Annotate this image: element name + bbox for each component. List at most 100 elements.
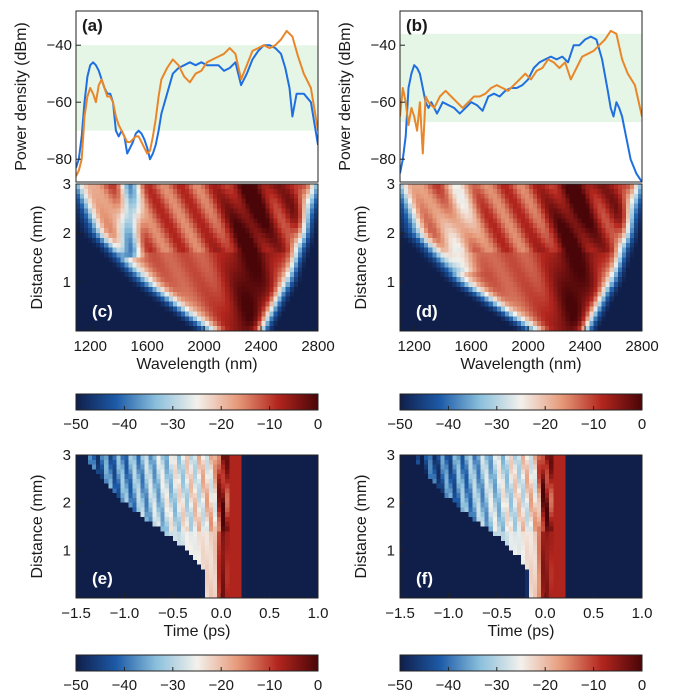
heatmap-cell	[233, 262, 238, 268]
heatmap-cell	[164, 507, 170, 513]
heatmap-cell	[585, 262, 591, 268]
heatmap-cell	[468, 301, 474, 308]
heatmap-cell	[281, 483, 287, 489]
heatmap-cell	[112, 188, 117, 195]
heatmap-cell	[229, 198, 234, 205]
heatmap-cell	[448, 311, 454, 317]
heatmap-cell	[504, 301, 510, 308]
heatmap-cell	[313, 502, 319, 509]
heatmap-cell	[265, 545, 271, 551]
heatmap-cell	[76, 262, 81, 268]
heatmap-cell	[108, 321, 113, 327]
heatmap-cell	[108, 213, 113, 219]
heatmap-cell	[305, 545, 311, 551]
heatmap-cell	[104, 474, 109, 480]
heatmap-cell	[273, 257, 279, 263]
heatmap-cell	[168, 474, 174, 480]
heatmap-cell	[100, 488, 105, 494]
heatmap-cell	[217, 188, 222, 195]
heatmap-cell	[293, 301, 299, 308]
heatmap-cell	[297, 247, 303, 254]
heatmap-cell	[285, 203, 291, 210]
heatmap-cell	[476, 326, 482, 332]
heatmap-cell	[500, 311, 506, 317]
heatmap-cell	[428, 184, 433, 190]
heatmap-cell	[209, 507, 214, 513]
heatmap-cell	[112, 311, 117, 317]
heatmap-cell	[132, 555, 138, 561]
heatmap-cell	[184, 247, 190, 254]
heatmap-cell	[589, 277, 595, 283]
heatmap-cell	[476, 188, 482, 195]
heatmap-cell	[76, 483, 81, 489]
heatmap-cell	[209, 296, 214, 303]
heatmap-cell	[492, 326, 498, 332]
heatmap-cell	[625, 277, 631, 283]
heatmap-cell	[205, 286, 210, 293]
heatmap-cell	[597, 188, 603, 195]
heatmap-cell	[108, 550, 113, 556]
heatmap-cell	[404, 252, 409, 259]
heatmap-cell	[261, 184, 267, 190]
heatmap-cell	[412, 223, 417, 229]
heatmap-cell	[257, 455, 263, 461]
heatmap-cell	[261, 512, 267, 518]
heatmap-cell	[285, 474, 291, 480]
heatmap-cell	[456, 203, 462, 210]
heatmap-cell	[197, 493, 202, 499]
heatmap-cell	[257, 213, 263, 219]
heatmap-cell	[484, 267, 490, 273]
heatmap-cell	[577, 257, 583, 263]
heatmap-cell	[112, 184, 117, 190]
heatmap-cell	[112, 521, 117, 528]
heatmap-cell	[408, 184, 413, 190]
heatmap-cell	[484, 188, 490, 195]
heatmap-cell	[537, 203, 542, 210]
heatmap-cell	[512, 291, 518, 298]
heatmap-cell	[625, 282, 631, 288]
heatmap-cell	[84, 247, 89, 254]
heatmap-cell	[589, 242, 595, 249]
heatmap-cell	[621, 247, 627, 254]
heatmap-cell	[637, 218, 643, 224]
heatmap-cell	[229, 306, 234, 312]
heatmap-cell	[152, 474, 158, 480]
heatmap-cell	[589, 301, 595, 308]
heatmap-cell	[516, 316, 522, 322]
heatmap-cell	[480, 286, 486, 293]
heatmap-cell	[116, 478, 121, 485]
heatmap-cell	[585, 296, 591, 303]
heatmap-cell	[500, 267, 506, 273]
heatmap-cell	[104, 286, 109, 293]
heatmap-cell	[416, 286, 421, 293]
heatmap-cell	[512, 184, 518, 190]
heatmap-cell	[88, 193, 93, 200]
heatmap-cell	[201, 493, 206, 499]
heatmap-cell	[589, 198, 595, 205]
heatmap-cell	[468, 291, 474, 298]
heatmap-cell	[148, 455, 154, 461]
heatmap-cell	[100, 516, 105, 523]
heatmap-cell	[621, 188, 627, 195]
heatmap-cell	[412, 277, 417, 283]
heatmap-cell	[577, 184, 583, 190]
heatmap-cell	[108, 198, 113, 205]
heatmap-cell	[420, 316, 425, 322]
heatmap-cell	[140, 502, 146, 509]
heatmap-cell	[309, 277, 315, 283]
heatmap-cell	[541, 296, 546, 303]
heatmap-cell	[140, 291, 146, 298]
heatmap-cell	[436, 247, 441, 254]
heatmap-cell	[116, 277, 121, 283]
heatmap-cell	[96, 493, 101, 499]
heatmap-cell	[148, 282, 154, 288]
heatmap-cell	[132, 306, 138, 312]
heatmap-cell	[573, 252, 579, 259]
heatmap-cell	[124, 286, 130, 293]
heatmap-cell	[420, 311, 425, 317]
x-tick-label: 2000	[187, 338, 220, 355]
heatmap-cell	[265, 272, 271, 278]
heatmap-cell	[253, 316, 259, 322]
heatmap-cell	[104, 213, 109, 219]
heatmap-cell	[164, 252, 170, 259]
